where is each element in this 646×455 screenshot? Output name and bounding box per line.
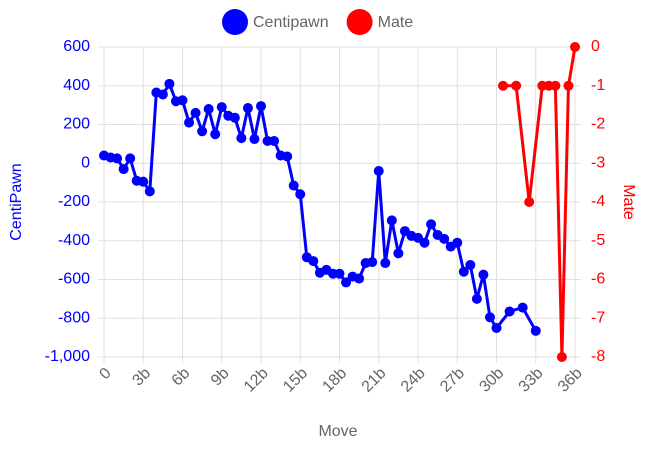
y2-tick-label: -2 [591,116,605,133]
data-point [288,180,299,191]
data-point [484,312,495,323]
data-point [504,306,515,317]
legend-swatch [222,9,248,35]
x-tick-label: 9b [208,365,233,390]
data-point [367,257,378,268]
data-point [295,189,306,200]
data-point [118,164,129,175]
x-tick-label: 30b [476,365,507,396]
y-axis-title: CentiPawn [8,163,25,240]
x-tick-label: 24b [398,365,429,396]
data-point [373,166,384,176]
data-point [190,107,201,118]
y2-tick-label: -3 [591,154,605,171]
gap-connector [514,85,531,203]
x-tick-label: 18b [319,365,350,396]
data-point [341,277,352,288]
y-tick-label: -400 [58,232,90,249]
data-point [236,133,247,144]
data-point [393,248,404,259]
data-point [138,176,149,187]
x-tick-label: 36b [555,365,586,396]
data-point [478,269,489,280]
x-axis-title: Move [318,423,357,440]
data-point [242,103,253,114]
y2-tick-label: -5 [591,232,605,249]
data-point [426,219,437,230]
x-tick-label: 0 [96,365,114,383]
data-point [269,135,280,146]
data-point [471,293,482,304]
data-point [380,258,391,269]
y2-tick-label: -7 [591,309,605,326]
data-point [256,101,266,112]
data-point [556,352,567,362]
data-point [511,80,522,91]
data-point [210,129,221,140]
legend-swatch [346,9,373,35]
data-point [563,80,574,91]
y-tick-label: -200 [58,193,90,210]
data-point [177,95,188,106]
data-point [334,268,345,279]
data-point [197,126,208,137]
data-point [229,112,240,123]
y-tick-label: 600 [63,38,90,55]
data-point [570,42,580,52]
y2-tick-label: 0 [591,38,600,55]
data-point [184,117,195,128]
data-point [112,153,123,164]
data-point [419,237,430,248]
data-point [282,151,293,162]
y2-tick-label: -1 [591,77,605,94]
legend-label[interactable]: Centipawn [253,14,329,31]
data-point [439,233,450,244]
y2-tick-label: -6 [591,271,605,288]
data-point [354,273,365,284]
gap-connector [527,85,544,203]
x-tick-label: 21b [359,365,390,396]
data-point [530,325,541,336]
data-point [216,102,227,113]
data-point [465,259,476,270]
y-tick-label: -800 [58,309,90,326]
data-point [458,266,469,277]
y-tick-label: 200 [63,116,90,133]
data-point [249,134,260,145]
data-point [498,80,509,91]
y-tick-label: 400 [63,77,90,94]
legend-label[interactable]: Mate [378,14,414,31]
data-point [144,186,155,197]
data-point [164,78,175,89]
x-tick-label: 15b [280,365,311,396]
data-point [386,215,397,226]
data-point [491,322,502,333]
y-tick-label: -600 [58,271,90,288]
data-point [452,237,463,248]
data-point [157,89,168,100]
x-tick-label: 33b [516,365,547,396]
data-point [125,153,136,164]
data-point [308,256,319,267]
y-tick-label: -1,000 [45,348,90,365]
data-point [524,197,535,207]
x-tick-label: 3b [129,365,154,390]
data-point [517,302,528,313]
data-point [550,80,561,91]
y2-tick-label: -4 [591,193,605,210]
y2-axis-title: Mate [620,184,637,220]
data-point [203,104,214,114]
y2-tick-label: -8 [591,348,605,365]
x-tick-label: 27b [437,365,468,396]
y-tick-label: 0 [81,154,90,171]
x-tick-label: 6b [169,365,194,390]
x-tick-label: 12b [241,365,272,396]
